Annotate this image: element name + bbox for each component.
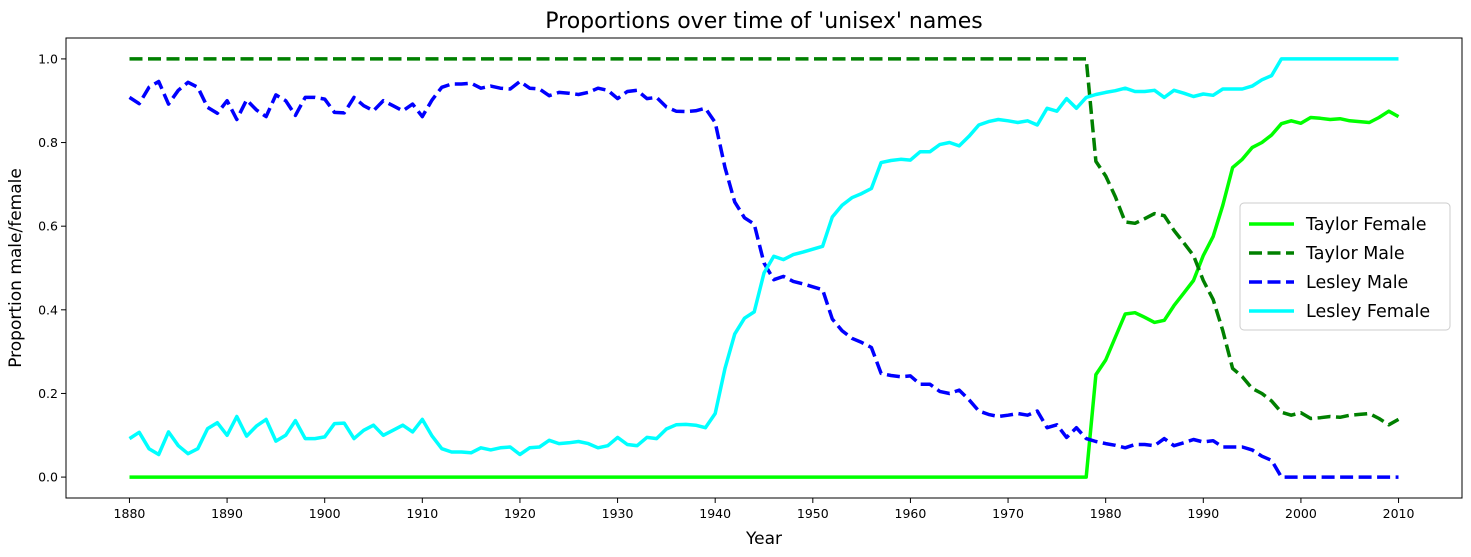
series-layer xyxy=(128,57,1400,479)
legend-label: Taylor Male xyxy=(1305,244,1405,264)
y-tick-label: 0.8 xyxy=(38,135,58,150)
y-tick-label: 0.0 xyxy=(38,470,58,485)
plot-frame xyxy=(65,37,1463,499)
series-line-lesley-female xyxy=(128,57,1399,457)
x-axis-label: Year xyxy=(745,529,782,549)
x-tick-label: 1910 xyxy=(406,506,438,521)
y-tick-label: 0.6 xyxy=(38,219,58,234)
y-axis-label: Proportion male/female xyxy=(6,168,26,368)
legend-label: Lesley Male xyxy=(1306,273,1408,293)
x-tick-label: 2000 xyxy=(1285,506,1317,521)
x-tick-label: 1900 xyxy=(309,506,341,521)
legend-frame xyxy=(1239,202,1451,331)
x-tick-label: 1970 xyxy=(992,506,1024,521)
series-line-taylor-male xyxy=(129,57,1400,427)
x-tick-label: 1950 xyxy=(797,506,829,521)
y-tick-label: 1.0 xyxy=(38,51,58,66)
x-tick-label: 2010 xyxy=(1383,506,1415,521)
legend-label: Taylor Female xyxy=(1305,215,1426,235)
y-axis: 0.0 0.2 0.4 0.6 0.8 1.0 xyxy=(38,51,66,485)
legend: Taylor Female Taylor Male Lesley Male Lesle… xyxy=(1239,202,1451,331)
x-tick-label: 1930 xyxy=(602,506,634,521)
y-tick-label: 0.4 xyxy=(38,302,58,317)
series-line-lesley-male xyxy=(128,79,1399,479)
y-tick-label: 0.2 xyxy=(38,386,58,401)
x-tick-label: 1940 xyxy=(699,506,731,521)
x-tick-label: 1890 xyxy=(211,506,243,521)
x-tick-label: 1980 xyxy=(1090,506,1122,521)
chart-title: Proportions over time of 'unisex' names xyxy=(545,9,983,34)
series-line-taylor-female xyxy=(129,109,1400,479)
x-tick-label: 1880 xyxy=(114,506,146,521)
x-axis: 1880 1890 1900 1910 1920 1930 1940 1950 1960 1970… xyxy=(114,498,1415,521)
x-tick-label: 1920 xyxy=(504,506,536,521)
x-tick-label: 1990 xyxy=(1187,506,1219,521)
legend-label: Lesley Female xyxy=(1306,302,1430,322)
x-tick-label: 1960 xyxy=(895,506,927,521)
